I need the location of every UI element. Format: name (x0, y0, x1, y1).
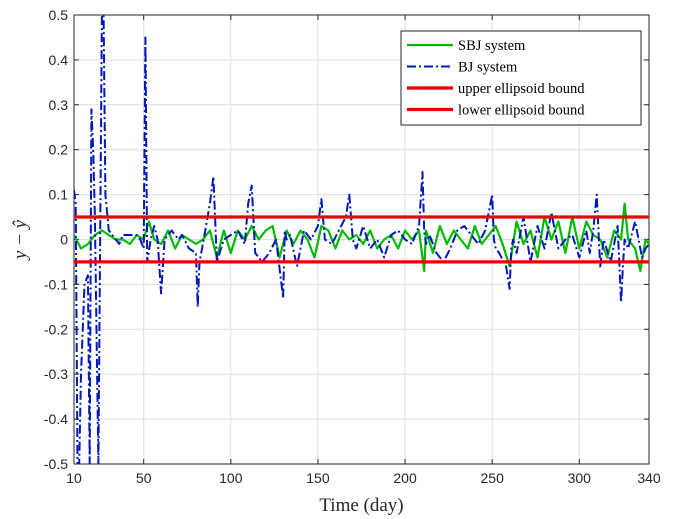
legend-label: lower ellipsoid bound (458, 103, 585, 119)
x-axis: 10 50 100 150 200 250 300 340 (66, 15, 661, 486)
y-tick-label: 0.3 (49, 97, 69, 113)
x-tick-label: 10 (66, 470, 82, 486)
legend-label: SBJ system (458, 38, 526, 54)
x-tick-label: 340 (637, 470, 661, 486)
x-axis-label: Time (day) (319, 495, 403, 516)
x-tick-label: 250 (481, 470, 505, 486)
legend: SBJ system BJ system upper ellipsoid bound… (400, 30, 642, 126)
y-axis: -0.5 -0.4 -0.3 -0.2 -0.1 0 0.1 0.2 0.3 0.4 0.5 (44, 7, 649, 472)
x-tick-label: 100 (219, 470, 243, 486)
x-tick-label: 200 (393, 470, 417, 486)
y-tick-label: -0.2 (44, 321, 68, 337)
y-axis-label: y − ŷ (10, 219, 31, 261)
y-tick-label: 0.2 (49, 142, 69, 158)
x-tick-label: 150 (306, 470, 330, 486)
series-group (74, 15, 649, 464)
y-tick-label: -0.5 (44, 456, 68, 472)
y-tick-label: 0.1 (49, 187, 69, 203)
legend-label: upper ellipsoid bound (458, 81, 585, 97)
y-tick-label: 0.4 (49, 52, 69, 68)
x-tick-label: 300 (568, 470, 592, 486)
y-tick-label: 0.5 (49, 7, 69, 23)
y-tick-label: 0 (60, 232, 68, 248)
series-line-2 (74, 15, 649, 464)
y-tick-label: -0.4 (44, 411, 68, 427)
y-tick-label: -0.1 (44, 276, 68, 292)
x-tick-label: 50 (136, 470, 152, 486)
y-tick-label: -0.3 (44, 366, 68, 382)
legend-label: BJ system (458, 60, 518, 76)
